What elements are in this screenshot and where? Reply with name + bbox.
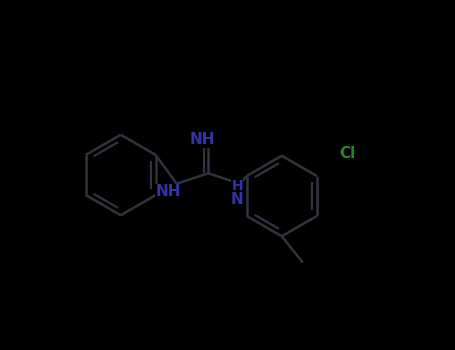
Text: H: H	[232, 179, 243, 193]
Text: Cl: Cl	[339, 147, 356, 161]
Text: NH: NH	[190, 133, 215, 147]
Text: NH: NH	[155, 184, 181, 199]
Text: N: N	[231, 192, 244, 207]
